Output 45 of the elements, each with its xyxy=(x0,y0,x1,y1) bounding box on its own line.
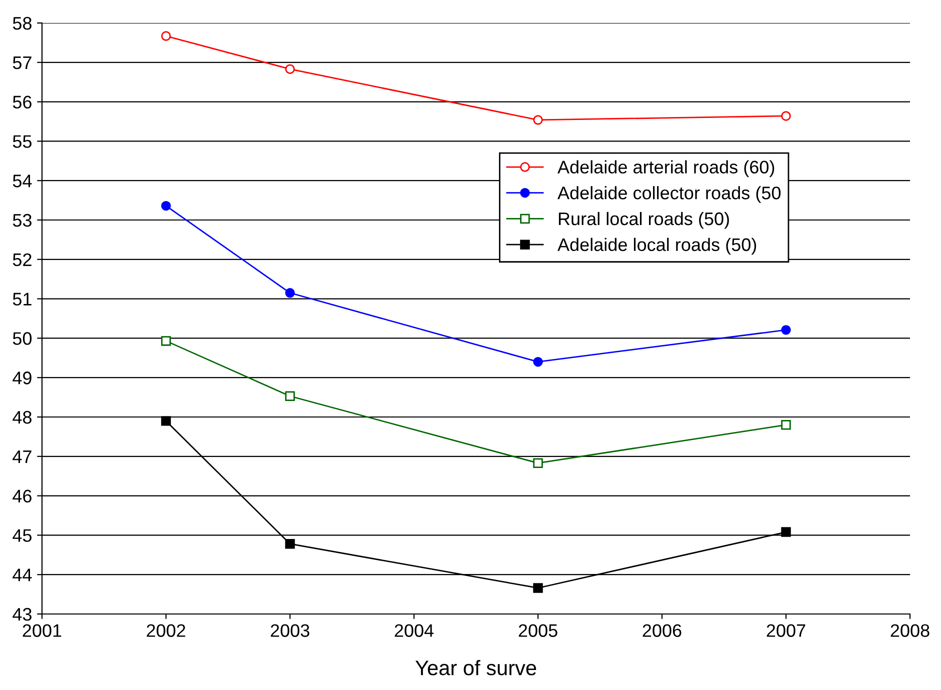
point xyxy=(781,111,791,121)
y-tick-label: 43 xyxy=(12,608,32,621)
x-tick-label: 2001 xyxy=(22,624,62,637)
y-tick-label: 55 xyxy=(12,135,32,148)
x-axis-title: Year of surve xyxy=(415,660,536,676)
y-tick-label: 57 xyxy=(12,56,32,70)
x-tick-label: 2004 xyxy=(394,624,434,637)
y-tick-label: 46 xyxy=(12,490,32,503)
x-tick-label: 2003 xyxy=(270,624,310,637)
y-tick-label: 45 xyxy=(12,529,32,542)
point xyxy=(285,288,295,298)
y-tick-label: 51 xyxy=(12,292,32,306)
point xyxy=(533,356,543,367)
y-tick-label: 53 xyxy=(12,214,32,227)
legend-label: Adelaide arterial roads (60) xyxy=(557,160,774,178)
point xyxy=(533,115,543,125)
point xyxy=(533,583,543,593)
legend-label: Adelaide local roads (50) xyxy=(557,238,756,255)
point xyxy=(285,391,295,401)
y-tick-label: 50 xyxy=(12,332,32,345)
y-tick-label: 47 xyxy=(12,450,32,463)
x-tick-label: 2005 xyxy=(518,624,558,637)
y-tick-label: 44 xyxy=(12,568,32,582)
point xyxy=(161,416,171,426)
x-tick-label: 2006 xyxy=(642,624,682,637)
point xyxy=(533,458,543,468)
y-tick-label: 58 xyxy=(12,16,32,30)
y-tick-label: 52 xyxy=(12,253,32,266)
point xyxy=(285,539,295,549)
point xyxy=(161,31,171,41)
point xyxy=(285,64,295,74)
point xyxy=(161,336,171,346)
legend-label: Adelaide collector roads (50 xyxy=(557,186,781,203)
y-tick-label: 49 xyxy=(12,372,32,384)
x-tick-label: 2002 xyxy=(146,624,186,637)
point xyxy=(781,325,791,335)
x-tick-label: 2007 xyxy=(766,624,806,637)
y-tick-label: 56 xyxy=(12,96,32,109)
point xyxy=(781,420,791,430)
x-tick-label: 2008 xyxy=(890,624,930,637)
point xyxy=(781,527,791,537)
point xyxy=(161,200,171,211)
legend-label: Rural local roads (50) xyxy=(558,212,729,229)
y-tick-label: 48 xyxy=(12,410,32,424)
y-tick-label: 54 xyxy=(12,174,32,188)
